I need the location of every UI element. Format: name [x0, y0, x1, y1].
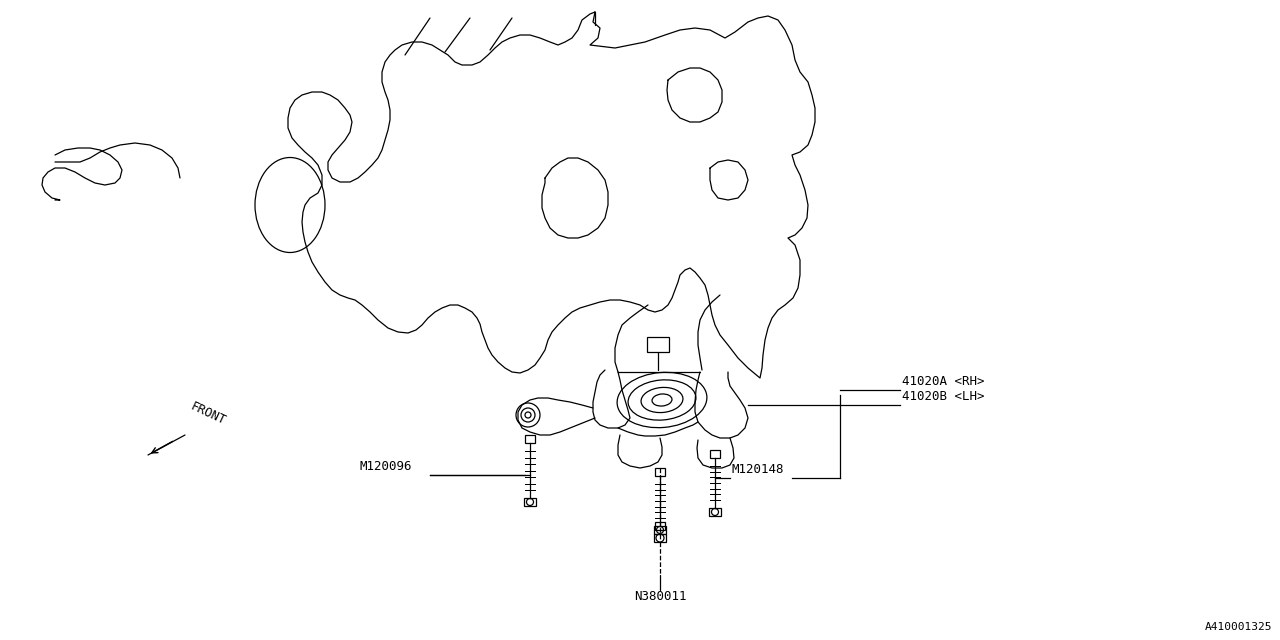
Text: 41020B <LH>: 41020B <LH>: [902, 390, 984, 403]
Text: M120096: M120096: [360, 460, 412, 473]
Text: 41020A <RH>: 41020A <RH>: [902, 375, 984, 388]
Text: M120148: M120148: [732, 463, 785, 476]
Text: FRONT: FRONT: [188, 401, 228, 428]
Text: N380011: N380011: [634, 590, 686, 603]
Text: A410001325: A410001325: [1204, 622, 1272, 632]
